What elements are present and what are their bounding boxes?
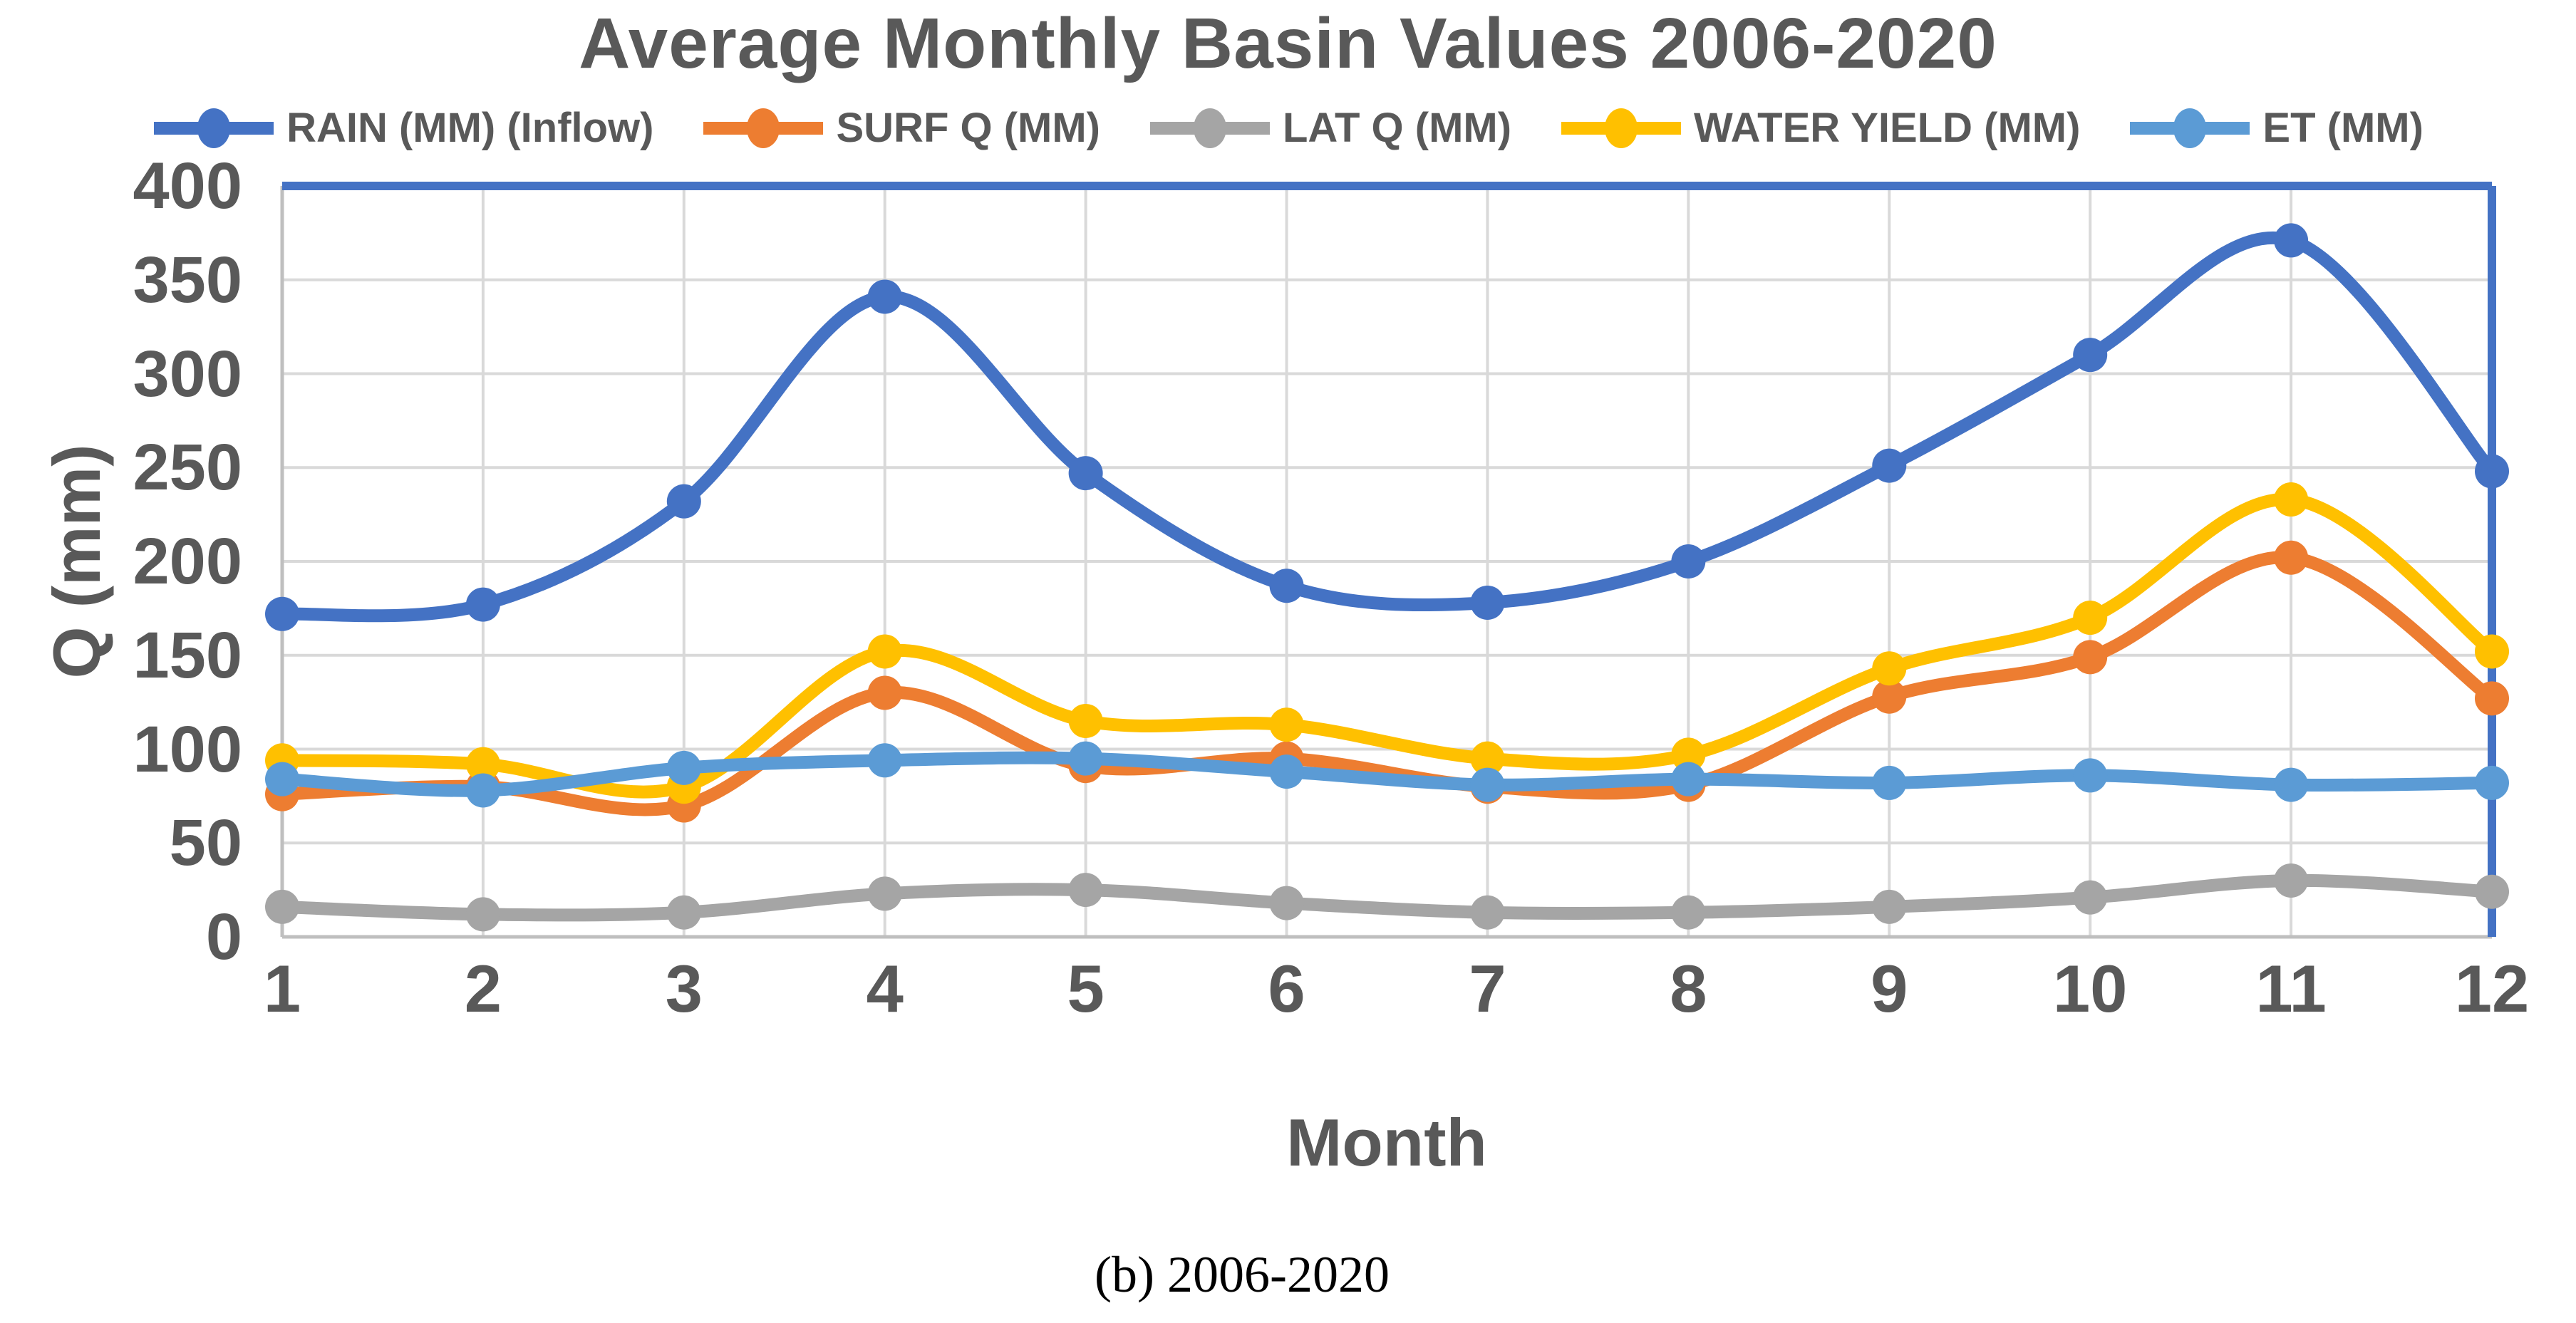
x-tick-label: 11 <box>2255 951 2327 1026</box>
data-point-marker <box>1671 895 1706 930</box>
data-point-marker <box>2475 874 2509 909</box>
legend-label: RAIN (MM) (Inflow) <box>286 105 654 151</box>
legend-item: WATER YIELD (MM) <box>1560 104 2080 152</box>
x-tick-label: 2 <box>464 951 502 1026</box>
legend-item: SURF Q (MM) <box>702 104 1100 152</box>
data-point-marker <box>867 675 902 710</box>
y-tick-label: 400 <box>133 150 243 222</box>
y-tick-label: 350 <box>133 243 243 316</box>
data-point-marker <box>1470 895 1505 930</box>
data-point-marker <box>2073 758 2108 793</box>
data-point-marker <box>2274 863 2309 898</box>
data-point-marker <box>1872 679 1907 714</box>
data-point-marker <box>1470 585 1505 620</box>
data-point-marker <box>1269 569 1304 603</box>
data-point-marker <box>666 484 701 519</box>
legend-item: LAT Q (MM) <box>1149 104 1511 152</box>
figure-caption: (b) 2006-2020 <box>1095 1246 1390 1303</box>
data-point-marker <box>1872 889 1907 924</box>
data-point-marker <box>1269 754 1304 789</box>
x-tick-label: 10 <box>2052 951 2128 1026</box>
x-tick-label: 4 <box>866 951 904 1026</box>
y-tick-label: 100 <box>133 712 243 786</box>
data-point-marker <box>1872 448 1907 483</box>
legend-line-marker-icon <box>1149 108 1270 148</box>
data-point-marker <box>2274 482 2309 517</box>
data-point-marker <box>2475 681 2509 716</box>
y-tick-label: 300 <box>133 337 243 410</box>
legend-label: SURF Q (MM) <box>836 105 1100 151</box>
data-point-marker <box>1269 886 1304 920</box>
x-tick-label: 12 <box>2454 951 2530 1026</box>
x-tick-label: 3 <box>665 951 703 1026</box>
legend-label: LAT Q (MM) <box>1282 105 1512 151</box>
data-point-marker <box>2274 767 2309 802</box>
y-tick-label: 200 <box>133 525 243 598</box>
data-point-marker <box>2475 634 2509 669</box>
data-point-marker <box>666 750 701 785</box>
data-point-marker <box>2073 338 2108 373</box>
y-tick-label: 150 <box>133 618 243 692</box>
data-point-marker <box>867 876 902 911</box>
chart-legend: RAIN (MM) (Inflow) SURF Q (MM) LAT Q (MM) W… <box>0 104 2576 152</box>
data-point-marker <box>1671 544 1706 579</box>
legend-item: ET (MM) <box>2128 104 2424 152</box>
data-point-marker <box>465 587 500 622</box>
data-point-marker <box>2073 601 2108 635</box>
data-point-marker <box>2475 454 2509 489</box>
data-point-marker <box>1470 741 1505 776</box>
legend-label: ET (MM) <box>2262 105 2424 151</box>
data-point-marker <box>867 279 902 314</box>
data-point-marker <box>1671 762 1706 797</box>
legend-line-marker-icon <box>154 108 274 148</box>
data-point-marker <box>2475 765 2509 800</box>
data-point-marker <box>465 747 500 782</box>
data-point-marker <box>1872 651 1907 686</box>
chart-title: Average Monthly Basin Values 2006-2020 <box>579 4 1997 83</box>
legend-item: RAIN (MM) (Inflow) <box>152 104 653 152</box>
x-tick-label: 1 <box>263 951 301 1026</box>
data-point-marker <box>465 897 500 932</box>
series-line <box>276 231 2498 623</box>
x-tick-label: 8 <box>1670 951 1707 1026</box>
data-point-marker <box>1068 873 1103 908</box>
legend-line-marker-icon <box>703 108 824 148</box>
data-point-marker <box>265 596 299 631</box>
data-point-marker <box>2073 880 2108 915</box>
data-point-marker <box>1872 765 1907 800</box>
data-point-marker <box>1269 707 1304 742</box>
x-tick-label: 9 <box>1871 951 1908 1026</box>
x-tick-label: 7 <box>1469 951 1506 1026</box>
legend-line-marker-icon <box>1561 108 1682 148</box>
plot-svg <box>265 182 2509 939</box>
data-point-marker <box>1068 741 1103 776</box>
data-point-marker <box>265 889 299 924</box>
data-point-marker <box>2274 223 2309 258</box>
data-point-marker <box>265 762 299 797</box>
series-line <box>276 751 2498 797</box>
data-point-marker <box>666 895 701 930</box>
data-point-marker <box>2274 540 2309 575</box>
legend-line-marker-icon <box>2130 108 2250 148</box>
legend-label: WATER YIELD (MM) <box>1694 105 2081 151</box>
y-tick-label: 0 <box>205 901 242 973</box>
x-tick-label: 6 <box>1268 951 1305 1026</box>
x-tick-label: 5 <box>1067 951 1105 1026</box>
y-tick-label: 50 <box>169 806 242 880</box>
data-point-marker <box>867 743 902 778</box>
data-point-marker <box>1671 737 1706 772</box>
data-point-marker <box>867 634 902 669</box>
data-point-marker <box>2073 640 2108 675</box>
y-tick-label: 250 <box>133 431 243 504</box>
data-point-marker <box>1068 703 1103 738</box>
plot-area <box>265 182 2509 939</box>
data-point-marker <box>1068 456 1103 491</box>
x-axis-title: Month <box>1286 1105 1487 1180</box>
data-point-marker <box>465 773 500 808</box>
data-point-marker <box>1470 767 1505 802</box>
series-line <box>276 873 2498 922</box>
